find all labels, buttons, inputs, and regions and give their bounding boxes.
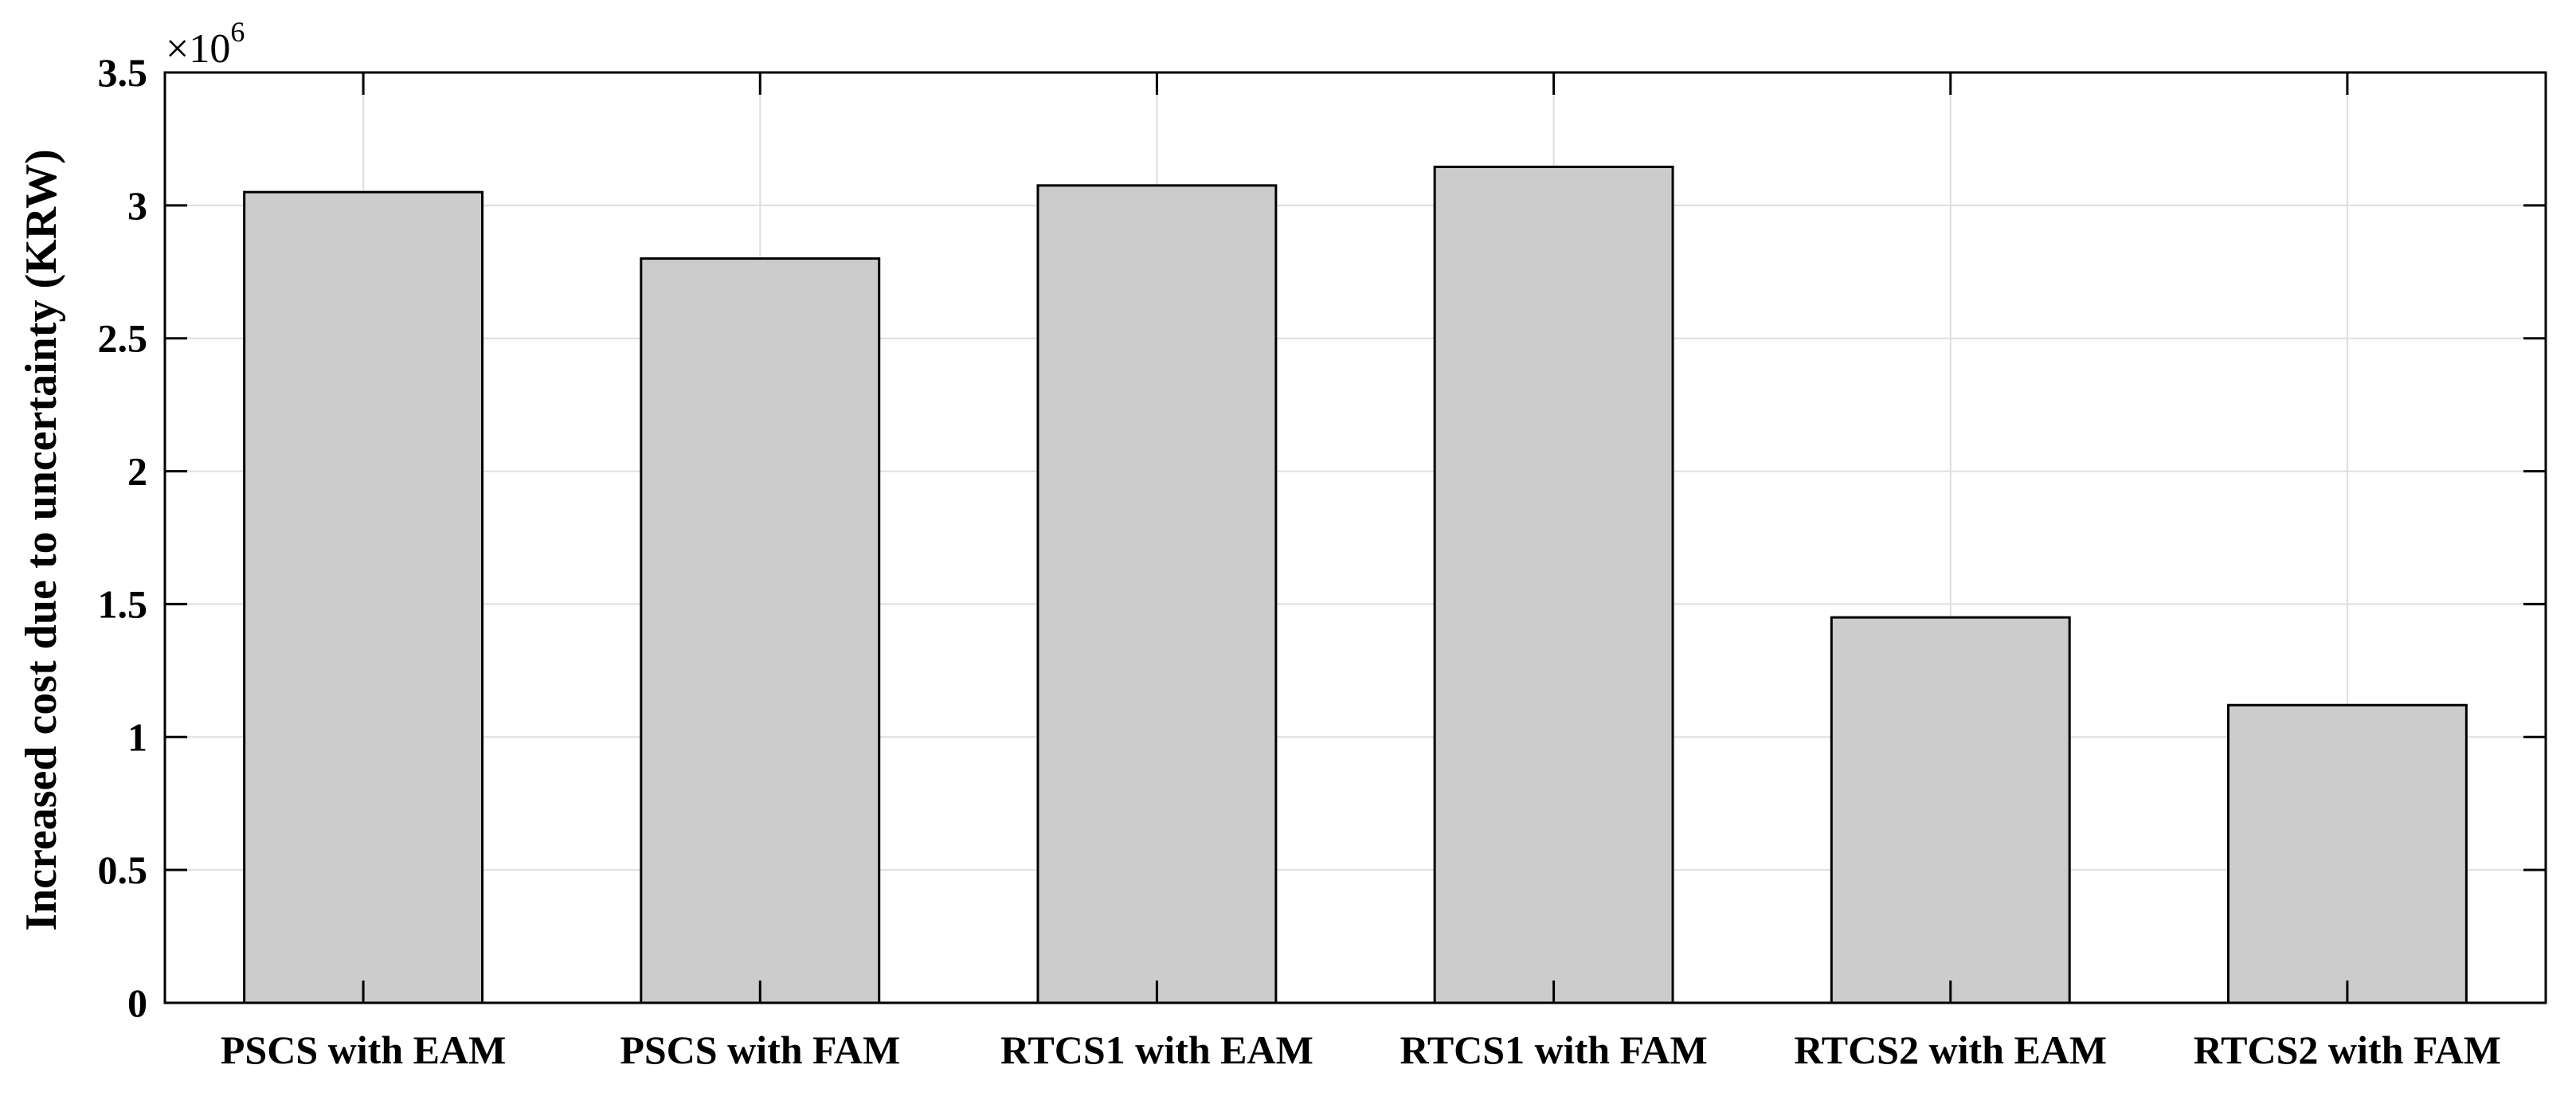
y-tick-label: 1.5 (98, 581, 148, 626)
bar (640, 257, 881, 1004)
x-tick-label: RTCS2 with FAM (2194, 1028, 2501, 1072)
y-axis-multiplier: ×106 (166, 16, 245, 72)
x-tick-label: RTCS1 with FAM (1400, 1028, 1707, 1072)
y-tick-label: 2 (127, 449, 147, 494)
bar (1433, 165, 1674, 1004)
bars (243, 165, 2468, 1004)
x-tick-label: PSCS with FAM (620, 1028, 900, 1072)
bar (1036, 184, 1278, 1004)
y-tick-label: 3.5 (98, 50, 148, 95)
y-tick-labels: 0 0.5 1 1.5 2 2.5 3 3.5 (98, 50, 148, 1025)
y-tick-label: 3 (127, 183, 147, 228)
y-tick-label: 1 (127, 714, 147, 759)
y-tick-label: 0.5 (98, 848, 148, 892)
x-tick-label: RTCS1 with EAM (1000, 1028, 1313, 1072)
y-tick-label: 2.5 (98, 316, 148, 361)
bar (2226, 703, 2468, 1004)
y-tick-label: 0 (127, 981, 147, 1025)
bar (243, 190, 484, 1004)
tick-marks (165, 71, 2546, 1004)
plot-frame (163, 71, 2547, 1004)
bar (1830, 616, 2071, 1004)
x-tick-labels: PSCS with EAM PSCS with FAM RTCS1 with EAM… (221, 1028, 2501, 1072)
y-axis-title: Increased cost due to uncertainty (KRW) (17, 149, 66, 931)
x-tick-label: RTCS2 with EAM (1794, 1028, 2107, 1072)
x-tick-label: PSCS with EAM (221, 1028, 506, 1072)
